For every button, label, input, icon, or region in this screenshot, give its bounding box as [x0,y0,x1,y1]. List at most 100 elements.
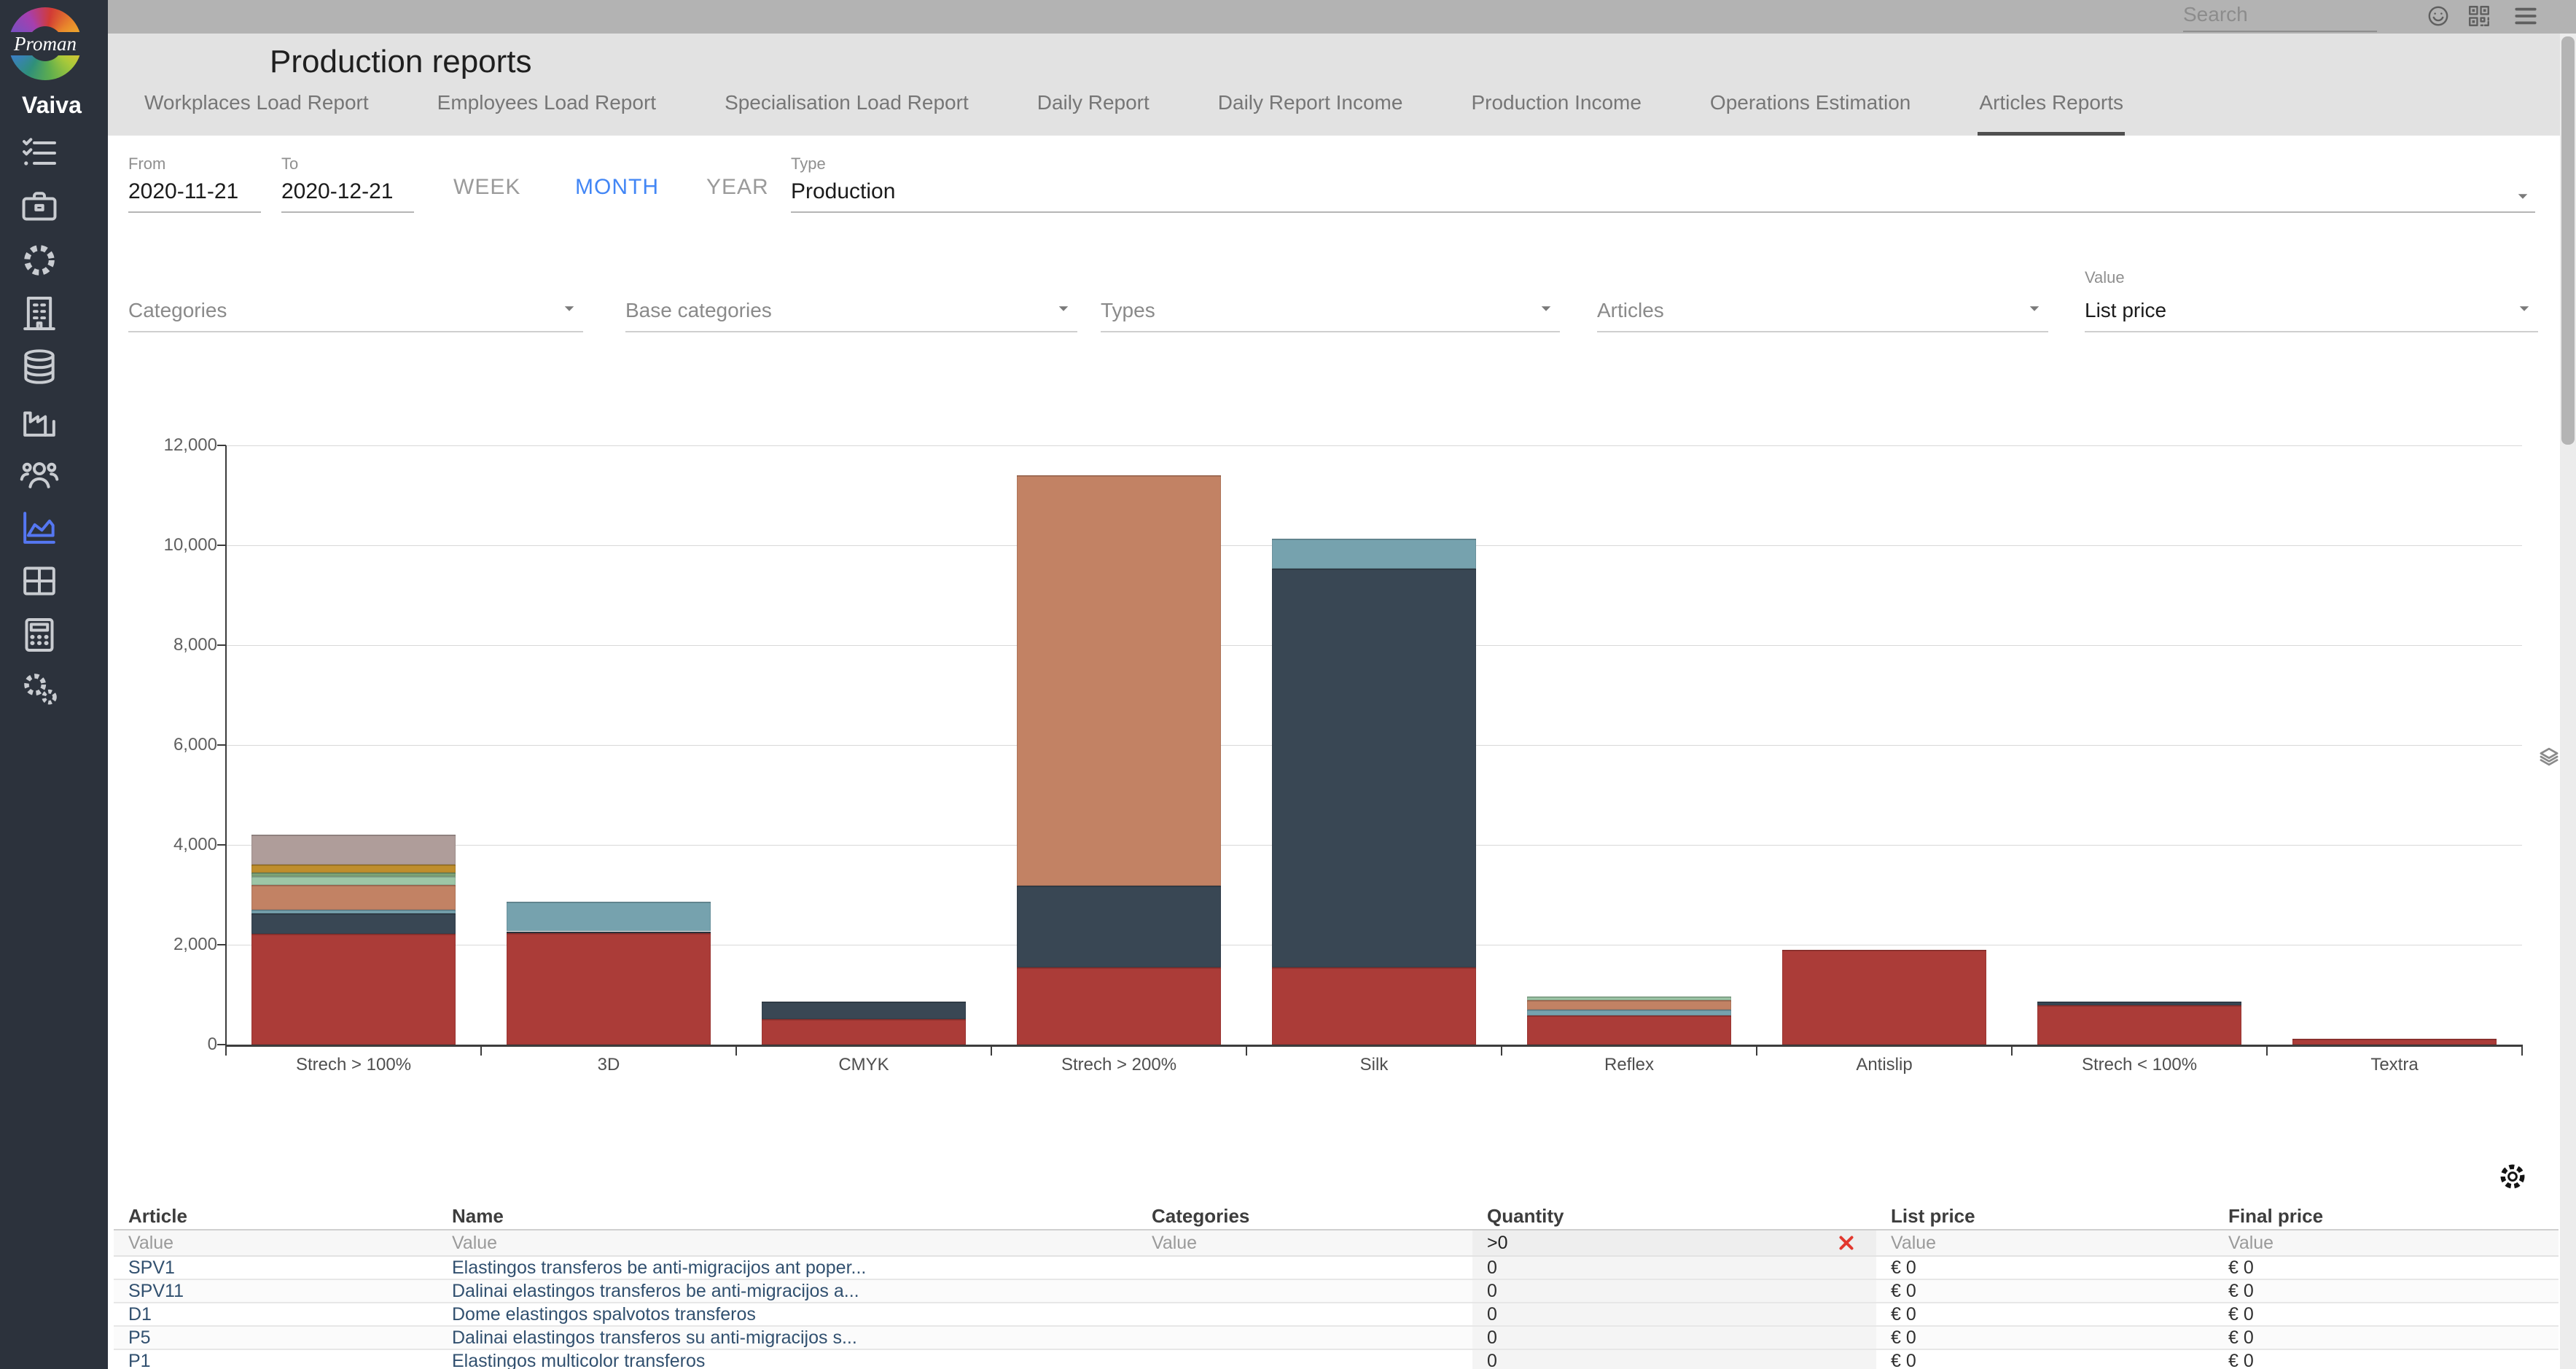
cell-name[interactable]: Dalinai elastingos transferos be anti-mi… [437,1280,1137,1302]
bar-segment-reflex[interactable] [1527,996,1731,1000]
filter-categories[interactable]: Value [1137,1230,1472,1255]
table-row-spv1[interactable]: SPV1Elastingos transferos be anti-migrac… [114,1257,2559,1280]
cell-quantity: 0 [1472,1280,1876,1302]
bar-segment-strech-100[interactable] [251,913,456,934]
bar-segment-strech-200[interactable] [1017,967,1221,1045]
bar-segment-strech-100[interactable] [251,910,456,913]
smiley-icon[interactable] [2426,4,2451,28]
briefcase-icon[interactable] [19,186,60,227]
filter-quantity[interactable]: >0 [1472,1230,1876,1255]
bar-segment-cmyk[interactable] [762,1019,966,1045]
tab-daily-report[interactable]: Daily Report [1036,81,1151,136]
filter-value[interactable]: >0 [1487,1233,1508,1254]
y-axis-tick-label: 4,000 [122,835,217,855]
checklist-icon[interactable] [19,133,60,173]
cell-article[interactable]: SPV11 [114,1280,437,1302]
menu-icon[interactable] [2513,4,2538,28]
bar-segment-silk[interactable] [1272,539,1476,569]
bar-segment-strech-100[interactable] [251,885,456,910]
bar-segment-strech-100[interactable] [251,876,456,884]
bar-segment-strech-200[interactable] [1017,886,1221,967]
bar-segment-reflex[interactable] [1527,1010,1731,1015]
table-settings-gear-icon[interactable] [2497,1161,2528,1192]
y-axis-tick-label: 12,000 [122,435,217,456]
tab-specialisation-load-report[interactable]: Specialisation Load Report [723,81,970,136]
bar-segment-silk[interactable] [1272,967,1476,1045]
bar-segment-strech-100[interactable] [251,865,456,873]
cell-categories [1137,1257,1472,1279]
database-icon[interactable] [19,346,60,387]
bar-segment-cmyk[interactable] [762,1002,966,1019]
tab-workplaces-load-report[interactable]: Workplaces Load Report [143,81,370,136]
column-header-article[interactable]: Article [114,1203,437,1229]
proman-logo[interactable]: Proman [9,7,82,80]
cog-icon[interactable] [19,240,60,281]
bar-segment-textra[interactable] [2292,1039,2497,1045]
filter-name[interactable]: Value [437,1230,1137,1255]
calculator-icon[interactable] [19,615,60,655]
building-icon[interactable] [19,293,60,334]
column-header-categories[interactable]: Categories [1137,1203,1472,1229]
table-row-d1[interactable]: D1Dome elastingos spalvotos transferos0€… [114,1303,2559,1327]
logo-text: Proman [14,33,77,55]
tab-daily-report-income[interactable]: Daily Report Income [1217,81,1405,136]
filter-value[interactable]: Value [128,1233,173,1254]
filter-value[interactable]: Value [1152,1233,1197,1254]
cell-name[interactable]: Elastingos multicolor transferos [437,1350,1137,1369]
bar-segment-strech-100[interactable] [251,934,456,1045]
bar-segment-silk[interactable] [1272,569,1476,967]
bar-segment-3d[interactable] [507,902,711,931]
bar-segment-3d[interactable] [507,933,711,1045]
table-row-p1[interactable]: P1Elastingos multicolor transferos0€ 0€ … [114,1350,2559,1369]
table-row-p5[interactable]: P5Dalinai elastingos transferos su anti-… [114,1327,2559,1350]
column-header-quantity[interactable]: Quantity [1472,1203,1876,1229]
bar-segment-strech-100[interactable] [251,873,456,876]
filter-value[interactable]: Value [452,1233,497,1254]
cell-final_price: € 0 [2214,1257,2559,1279]
gears-icon[interactable] [19,668,60,709]
cell-article[interactable]: SPV1 [114,1257,437,1279]
search-input[interactable] [2183,1,2377,32]
tab-employees-load-report[interactable]: Employees Load Report [436,81,657,136]
column-header-list-price[interactable]: List price [1876,1203,2214,1229]
vertical-scrollbar[interactable] [2560,34,2576,1369]
x-axis [225,1045,2523,1047]
filter-value[interactable]: Value [2228,1233,2273,1254]
area-chart-icon[interactable] [19,507,60,548]
cell-name[interactable]: Elastingos transferos be anti-migracijos… [437,1257,1137,1279]
bar-segment-strech-100[interactable] [251,835,456,864]
filter-value[interactable]: Value [1891,1233,1936,1254]
column-header-name[interactable]: Name [437,1203,1137,1229]
column-header-final-price[interactable]: Final price [2214,1203,2559,1229]
bar-segment-strech-100[interactable] [2037,1002,2241,1005]
table-row-spv11[interactable]: SPV11Dalinai elastingos transferos be an… [114,1280,2559,1303]
bar-segment-reflex[interactable] [1527,1015,1731,1045]
cell-name[interactable]: Dome elastingos spalvotos transferos [437,1303,1137,1325]
factory-icon[interactable] [19,400,60,441]
bar-segment-reflex[interactable] [1527,1000,1731,1010]
cell-article[interactable]: D1 [114,1303,437,1325]
cell-article[interactable]: P5 [114,1327,437,1349]
bar-segment-strech-200[interactable] [1017,475,1221,886]
x-axis-tick [1501,1047,1502,1056]
cell-final_price: € 0 [2214,1303,2559,1325]
tab-operations-estimation[interactable]: Operations Estimation [1709,81,1912,136]
bar-segment-strech-100[interactable] [2037,1005,2241,1045]
filter-list-price[interactable]: Value [1876,1230,2214,1255]
bar-segment-3d[interactable] [507,932,711,933]
cell-categories [1137,1327,1472,1349]
grid-icon[interactable] [19,561,60,601]
layers-icon[interactable] [2535,744,2563,771]
filter-final-price[interactable]: Value [2214,1230,2559,1255]
cell-name[interactable]: Dalinai elastingos transferos su anti-mi… [437,1327,1137,1349]
bar-segment-antislip[interactable] [1782,950,1986,1045]
qr-code-icon[interactable] [2467,4,2491,28]
team-icon[interactable] [19,454,60,495]
clear-filter-icon[interactable] [1835,1232,1857,1254]
tab-production-income[interactable]: Production Income [1470,81,1642,136]
filter-article[interactable]: Value [114,1230,437,1255]
scrollbar-thumb[interactable] [2561,36,2575,445]
cell-article[interactable]: P1 [114,1350,437,1369]
tab-articles-reports[interactable]: Articles Reports [1978,81,2125,136]
x-axis-tick [2521,1047,2523,1056]
